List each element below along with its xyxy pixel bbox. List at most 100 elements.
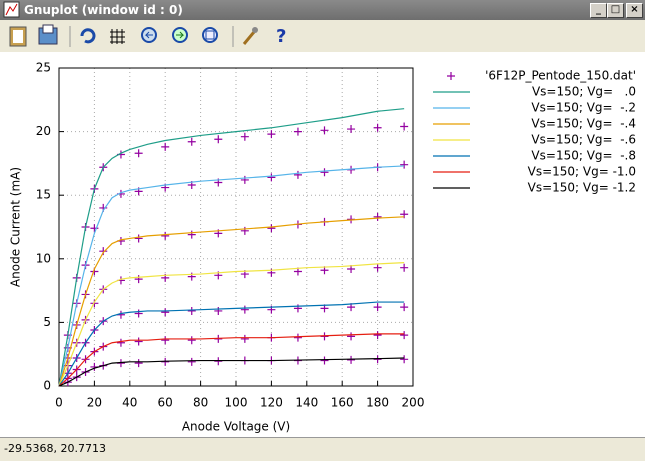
- zoom-prev-button[interactable]: [141, 27, 157, 43]
- legend-label: Vs=150; Vg= -1.0: [528, 165, 636, 179]
- point: [267, 224, 276, 233]
- status-bar: -29.5368, 20.7713: [0, 437, 645, 461]
- line: [58, 165, 405, 387]
- point: [187, 306, 196, 315]
- point: [134, 275, 143, 284]
- cursor-coordinates: -29.5368, 20.7713: [4, 442, 106, 455]
- point: [214, 357, 223, 366]
- legend-label: Vs=150; Vg= .0: [532, 85, 636, 99]
- point: [161, 336, 170, 345]
- legend-label: Vs=150; Vg= -.2: [531, 101, 636, 115]
- x-tick-label: 20: [87, 396, 102, 410]
- line: [58, 216, 405, 387]
- autoscale-button[interactable]: [202, 27, 218, 43]
- point: [347, 332, 356, 341]
- point: [293, 333, 302, 342]
- x-tick-label: 200: [402, 396, 425, 410]
- point: [320, 126, 329, 135]
- plot-background: [0, 52, 645, 437]
- point: [400, 303, 409, 312]
- point: [373, 212, 382, 221]
- point: [187, 137, 196, 146]
- line: [58, 357, 405, 387]
- point: [134, 234, 143, 243]
- point: [240, 226, 249, 235]
- point: [240, 305, 249, 314]
- x-tick-label: 80: [193, 396, 208, 410]
- point: [293, 127, 302, 136]
- line: [58, 262, 405, 387]
- point: [373, 263, 382, 272]
- point: [320, 168, 329, 177]
- point: [400, 331, 409, 340]
- close-button[interactable]: ×: [626, 3, 643, 18]
- point: [400, 263, 409, 272]
- point: [293, 170, 302, 179]
- line: [58, 108, 405, 387]
- plot-frame: [58, 67, 414, 387]
- toolbar-icons: ?: [9, 24, 286, 47]
- legend-marker: [447, 72, 455, 80]
- copy-button[interactable]: [9, 26, 27, 47]
- y-tick-label: 25: [36, 61, 51, 75]
- point: [320, 356, 329, 365]
- line: [58, 301, 405, 387]
- point: [214, 135, 223, 144]
- x-tick-label: 60: [158, 396, 173, 410]
- legend-label: Vs=150; Vg= -.8: [531, 149, 636, 163]
- point: [187, 230, 196, 239]
- window-title: Gnuplot (window id : 0): [24, 3, 183, 17]
- line: [58, 333, 405, 387]
- point: [116, 338, 125, 347]
- zoom-next-button[interactable]: [172, 27, 188, 43]
- x-tick-label: 100: [225, 396, 248, 410]
- x-tick-label: 120: [260, 396, 283, 410]
- app-icon: [3, 1, 20, 18]
- point: [187, 357, 196, 366]
- point: [373, 303, 382, 312]
- point: [240, 334, 249, 343]
- point: [400, 122, 409, 131]
- help-button[interactable]: ?: [276, 26, 286, 47]
- point: [240, 175, 249, 184]
- legend-label: Vs=150; Vg= -.6: [531, 133, 636, 147]
- point: [400, 355, 409, 364]
- legend-label: '6F12P_Pentode_150.dat': [485, 69, 636, 83]
- x-tick-label: 0: [55, 396, 63, 410]
- minimize-button[interactable]: _: [590, 3, 607, 18]
- point: [161, 308, 170, 317]
- point: [134, 149, 143, 158]
- point: [267, 173, 276, 182]
- options-button[interactable]: [242, 27, 258, 45]
- y-tick-label: 20: [36, 124, 51, 138]
- point: [267, 130, 276, 139]
- point: [214, 306, 223, 315]
- point: [400, 160, 409, 169]
- y-tick-label: 5: [43, 315, 51, 329]
- point: [373, 331, 382, 340]
- legend-label: Vs=150; Vg= -1.2: [528, 181, 636, 195]
- replot-button[interactable]: [80, 28, 96, 44]
- legend-label: Vs=150; Vg= -.4: [531, 117, 636, 131]
- x-tick-label: 40: [122, 396, 137, 410]
- toolbar: ?: [0, 20, 645, 53]
- point: [347, 355, 356, 364]
- point: [161, 142, 170, 151]
- x-axis-label: Anode Voltage (V): [182, 420, 290, 434]
- x-tick-label: 180: [366, 396, 389, 410]
- point: [373, 123, 382, 132]
- y-tick-label: 0: [43, 379, 51, 393]
- title-bar: Gnuplot (window id : 0) _ □ ×: [0, 0, 645, 20]
- point: [90, 224, 99, 233]
- y-tick-label: 10: [36, 251, 51, 265]
- point: [99, 247, 108, 256]
- point: [187, 336, 196, 345]
- point: [134, 359, 143, 368]
- grid-button[interactable]: [110, 29, 125, 44]
- print-button[interactable]: [38, 24, 58, 45]
- point: [134, 337, 143, 346]
- point: [347, 125, 356, 134]
- maximize-button[interactable]: □: [607, 3, 624, 18]
- point: [240, 132, 249, 141]
